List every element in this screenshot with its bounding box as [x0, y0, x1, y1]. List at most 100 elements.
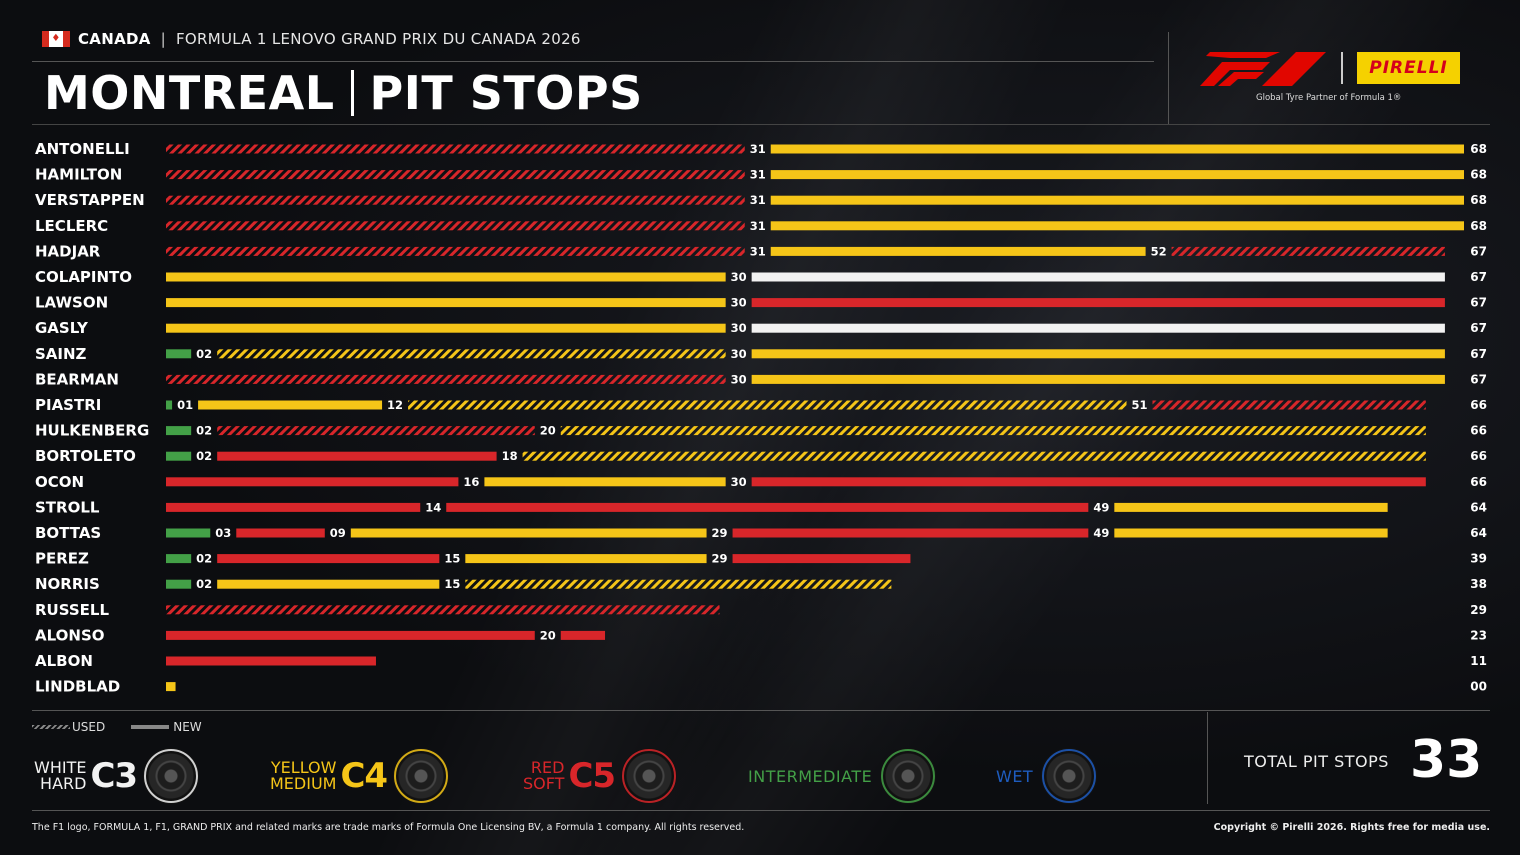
soft-tyre-icon	[621, 748, 678, 804]
hard-tyre-icon	[143, 748, 200, 804]
divider	[32, 710, 1490, 711]
total-laps-label: 67	[1470, 347, 1487, 361]
stint-bar	[166, 170, 745, 180]
compound-medium: YELLOW MEDIUM C4	[270, 748, 450, 804]
pit-lap-label: 31	[750, 193, 766, 207]
driver-row: PIASTRI 01 12 51 66	[35, 396, 1487, 414]
stint-bar	[236, 528, 325, 538]
stint-bar	[166, 656, 376, 666]
race-name: FORMULA 1 LENOVO GRAND PRIX DU CANADA 20…	[176, 30, 581, 48]
pit-lap-label: 02	[196, 347, 212, 361]
driver-row: RUSSELL 29	[35, 601, 1487, 619]
driver-name: GASLY	[35, 319, 89, 337]
stint-bar	[465, 554, 707, 564]
pit-lap-label: 14	[425, 500, 441, 514]
pirelli-logo: PIRELLI	[1357, 52, 1460, 84]
total-laps-label: 66	[1470, 449, 1487, 463]
driver-row: HADJAR 31 52 67	[35, 242, 1487, 260]
stint-bar	[198, 400, 383, 410]
driver-row: GASLY 30 67	[35, 319, 1487, 337]
legend: USED NEW	[32, 720, 202, 734]
total-laps-label: 66	[1470, 475, 1487, 489]
stint-bar	[166, 528, 211, 538]
driver-name: VERSTAPPEN	[35, 191, 145, 209]
stint-bar	[166, 221, 745, 231]
driver-row: HAMILTON 31 68	[35, 166, 1487, 184]
pit-lap-label: 51	[1131, 398, 1147, 412]
driver-row: SAINZ 02 30 67	[35, 345, 1487, 363]
stint-bar	[522, 451, 1426, 461]
total-laps-label: 00	[1470, 680, 1487, 694]
stint-bar	[751, 477, 1426, 487]
driver-row: ALBON 11	[35, 652, 1487, 670]
pit-lap-label: 03	[215, 526, 231, 540]
total-laps-label: 67	[1470, 244, 1487, 258]
driver-row: LAWSON 30 67	[35, 294, 1487, 312]
pit-lap-label: 01	[177, 398, 193, 412]
driver-row: BORTOLETO 02 18 66	[35, 447, 1487, 465]
compound-hard-code: C3	[90, 756, 138, 796]
driver-name: PIASTRI	[35, 396, 101, 414]
stint-bar	[732, 528, 1089, 538]
driver-name: ALONSO	[35, 626, 105, 644]
stint-bar	[166, 272, 726, 282]
stint-bar	[166, 502, 421, 512]
divider	[32, 61, 1154, 62]
stint-bar	[408, 400, 1127, 410]
compound-wet: WET	[996, 748, 1098, 804]
stint-bar	[217, 426, 535, 436]
compound-wet-label: WET	[996, 766, 1034, 786]
driver-name: HAMILTON	[35, 166, 122, 184]
pit-lap-label: 02	[196, 552, 212, 566]
partner-tagline: Global Tyre Partner of Formula 1®	[1256, 93, 1402, 103]
driver-name: OCON	[35, 473, 84, 491]
compound-intermediate-label: INTERMEDIATE	[748, 766, 873, 786]
driver-row: LECLERC 31 68	[35, 217, 1487, 235]
compound-medium-l1: YELLOW	[270, 758, 337, 777]
canada-flag-icon: ♦	[42, 31, 70, 47]
stint-bar	[751, 298, 1445, 308]
legend-used-swatch	[32, 725, 70, 729]
total-laps-label: 66	[1470, 398, 1487, 412]
pit-lap-label: 30	[731, 321, 747, 335]
compound-soft-l2: SOFT	[523, 774, 565, 793]
stint-bar	[166, 451, 192, 461]
driver-row: PEREZ 02 15 29 39	[35, 550, 1487, 568]
pit-lap-label: 16	[463, 475, 479, 489]
pit-lap-label: 30	[731, 296, 747, 310]
total-laps-label: 67	[1470, 270, 1487, 284]
pit-lap-label: 52	[1151, 244, 1167, 258]
stint-bar	[770, 221, 1464, 231]
driver-row: LINDBLAD 00	[35, 678, 1487, 696]
footer-copyright: Copyright © Pirelli 2026. Rights free fo…	[1213, 822, 1490, 833]
driver-name: LECLERC	[35, 217, 108, 235]
stint-bar	[751, 323, 1445, 333]
driver-row: HULKENBERG 02 20 66	[35, 422, 1487, 440]
total-laps-label: 68	[1470, 142, 1487, 156]
stint-bar	[1171, 246, 1445, 256]
pit-lap-label: 31	[750, 219, 766, 233]
pit-lap-label: 30	[731, 372, 747, 386]
driver-row: OCON 16 30 66	[35, 473, 1487, 491]
stint-bar	[350, 528, 707, 538]
driver-row: VERSTAPPEN 31 68	[35, 191, 1487, 209]
separator: |	[160, 30, 166, 48]
stint-bar	[217, 579, 440, 589]
total-laps-label: 68	[1470, 193, 1487, 207]
total-laps-label: 67	[1470, 296, 1487, 310]
driver-name: LAWSON	[35, 294, 108, 312]
pit-lap-label: 30	[731, 475, 747, 489]
stint-bar	[166, 554, 192, 564]
stint-bar	[166, 579, 192, 589]
driver-name: PEREZ	[35, 550, 89, 568]
pit-lap-label: 49	[1093, 500, 1109, 514]
total-laps-label: 67	[1470, 372, 1487, 386]
driver-row: ANTONELLI 31 68	[35, 140, 1487, 158]
stint-bar	[484, 477, 726, 487]
stint-bar	[465, 579, 892, 589]
page-title: MONTREAL PIT STOPS	[44, 66, 643, 120]
total-laps-label: 67	[1470, 321, 1487, 335]
total-laps-label: 11	[1470, 654, 1487, 668]
stint-bar	[751, 272, 1445, 282]
stint-bar	[770, 246, 1146, 256]
